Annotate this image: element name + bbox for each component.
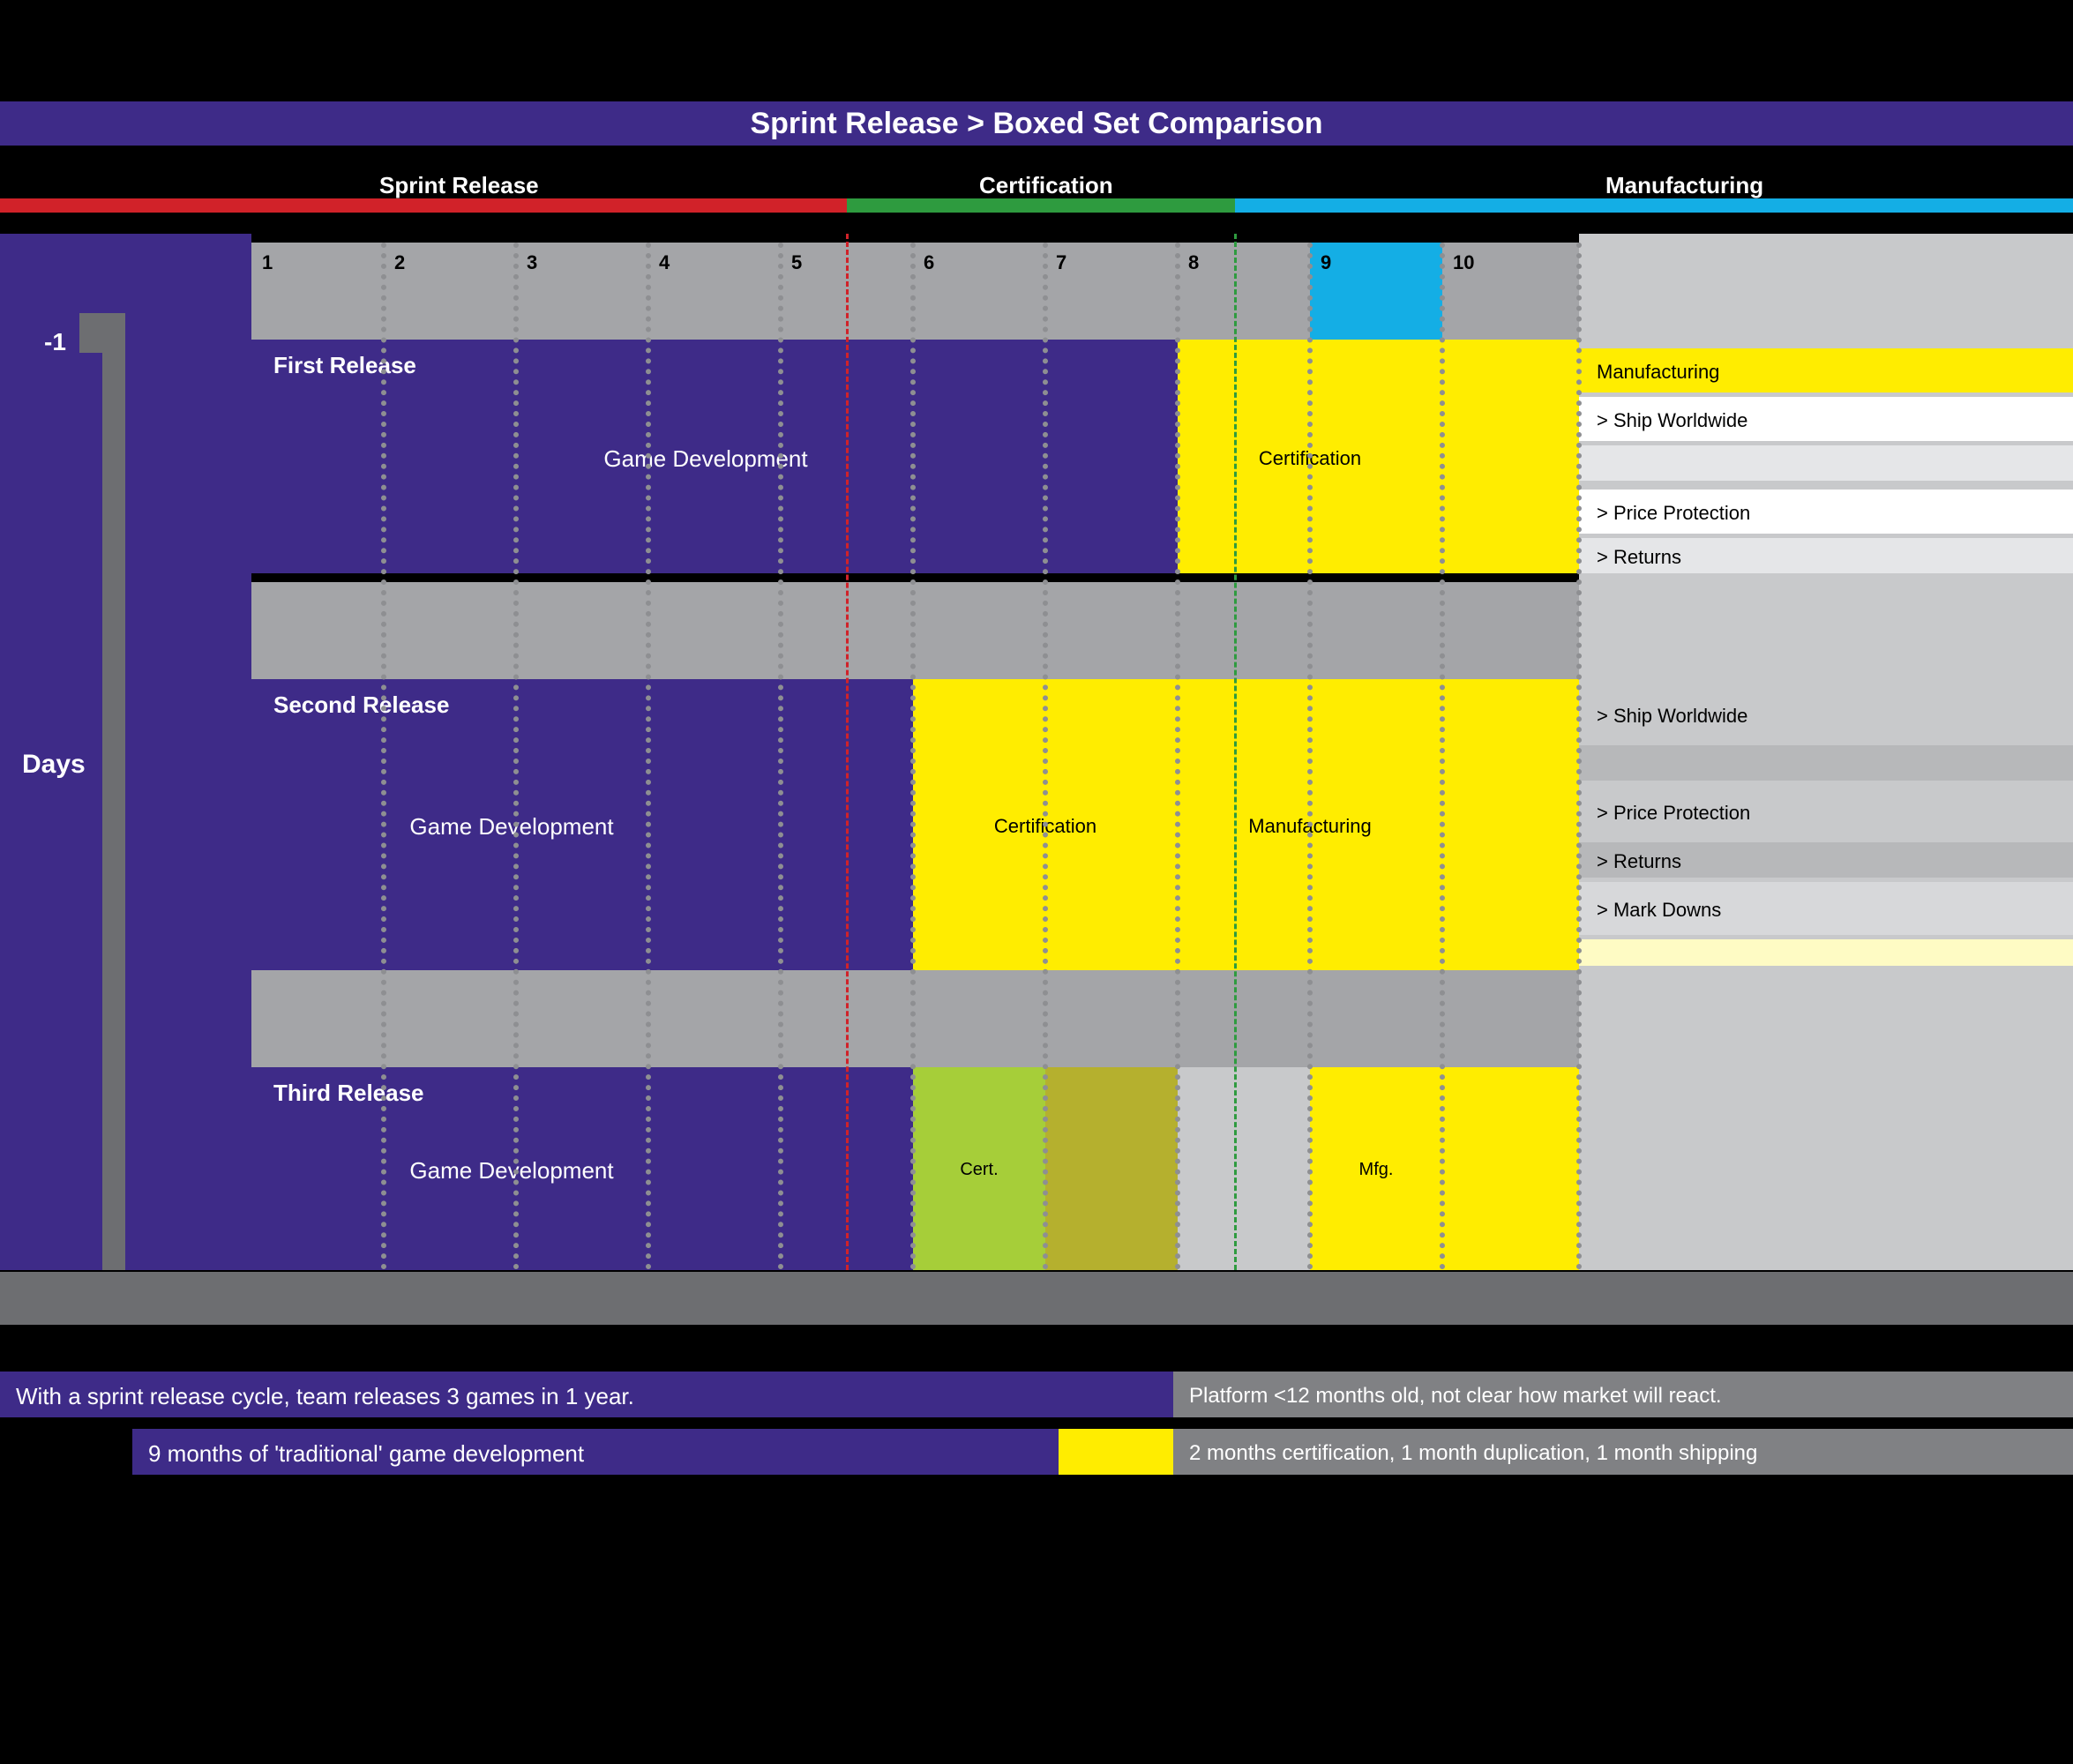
month-label-1: 1 xyxy=(262,251,273,274)
track-1-rightrow-label-3: > Returns xyxy=(1597,850,1681,873)
phase-label-sprint release: Sprint Release xyxy=(379,172,539,199)
track-1-rightrow-1 xyxy=(1579,745,2073,781)
track-0-seg-2 xyxy=(1442,340,1579,573)
track-1-rightrow-label-4: > Mark Downs xyxy=(1597,899,1721,922)
y-axis-label: Days xyxy=(22,750,86,780)
month-gridline xyxy=(646,243,651,1270)
phase-manufacturing xyxy=(1235,198,2073,213)
track-2-seg-label-1: Cert. xyxy=(960,1160,998,1180)
track-2-seg-5 xyxy=(1442,1067,1579,1270)
footer-gray-band xyxy=(0,1272,2073,1325)
track-0-rightrow-label-1: > Ship Worldwide xyxy=(1597,409,1747,432)
track-2-seg-2 xyxy=(1045,1067,1178,1270)
month-label-7: 7 xyxy=(1056,251,1066,274)
track-heading-1: Second Release xyxy=(273,691,449,719)
phase-sprint release xyxy=(0,198,847,213)
month-gridline xyxy=(381,243,386,1270)
track-1-seg-3 xyxy=(1442,679,1579,970)
chart-canvas: Sprint Release > Boxed Set Comparison Spr… xyxy=(0,0,2073,1764)
month-gridline xyxy=(1576,243,1582,1270)
phase-label-manufacturing: Manufacturing xyxy=(1605,172,1763,199)
track-1-rightrow-5 xyxy=(1579,939,2073,966)
track-0-rightrow-label-3: > Price Protection xyxy=(1597,502,1750,525)
track-heading-0: First Release xyxy=(273,352,416,379)
track-0-seg-label-0: Game Development xyxy=(603,445,807,473)
footer-row-0-right-text: Platform <12 months old, not clear how m… xyxy=(1189,1384,1722,1409)
track-0-rightrow-label-4: > Returns xyxy=(1597,546,1681,569)
track-1-rightrow-label-0: > Ship Worldwide xyxy=(1597,705,1747,728)
footer-row-1-mid xyxy=(1059,1429,1173,1475)
month-gridline xyxy=(910,243,916,1270)
month-label-10: 10 xyxy=(1453,251,1474,274)
y-axis-tick: -1 xyxy=(44,328,66,356)
phase-guide-top xyxy=(1234,234,1237,1270)
month-label-4: 4 xyxy=(659,251,670,274)
y-axis-bar xyxy=(79,313,125,353)
month-label-9: 9 xyxy=(1321,251,1331,274)
footer-row-1-left-text: 9 months of 'traditional' game developme… xyxy=(148,1440,584,1468)
track-heading-2: Third Release xyxy=(273,1080,424,1107)
page-title: Sprint Release > Boxed Set Comparison xyxy=(0,107,2073,141)
month-gridline xyxy=(513,243,519,1270)
y-axis-stem xyxy=(102,353,125,1270)
month-gridline xyxy=(1307,243,1313,1270)
phase-certification xyxy=(847,198,1235,213)
phase-guide-top xyxy=(846,234,849,1270)
month-label-5: 5 xyxy=(791,251,802,274)
month-label-2: 2 xyxy=(394,251,405,274)
phase-label-certification: Certification xyxy=(979,172,1113,199)
footer-row-1-right-text: 2 months certification, 1 month duplicat… xyxy=(1189,1441,1757,1466)
month-gridline xyxy=(1043,243,1048,1270)
month-label-6: 6 xyxy=(924,251,934,274)
month-label-3: 3 xyxy=(527,251,537,274)
month-label-8: 8 xyxy=(1188,251,1199,274)
track-0-rightrow-2 xyxy=(1579,445,2073,481)
track-2-seg-3 xyxy=(1178,1067,1310,1270)
month-gridline xyxy=(778,243,783,1270)
footer-row-0-left-text: With a sprint release cycle, team releas… xyxy=(16,1383,634,1410)
track-2-seg-label-4: Mfg. xyxy=(1359,1160,1394,1180)
track-1-rightrow-label-2: > Price Protection xyxy=(1597,802,1750,825)
month-gridline xyxy=(1175,243,1180,1270)
track-0-rightrow-label-0: Manufacturing xyxy=(1597,361,1719,384)
month-gridline xyxy=(1440,243,1445,1270)
track-2-seg-label-0: Game Development xyxy=(409,1157,613,1185)
track-1-seg-label-0: Game Development xyxy=(409,813,613,841)
